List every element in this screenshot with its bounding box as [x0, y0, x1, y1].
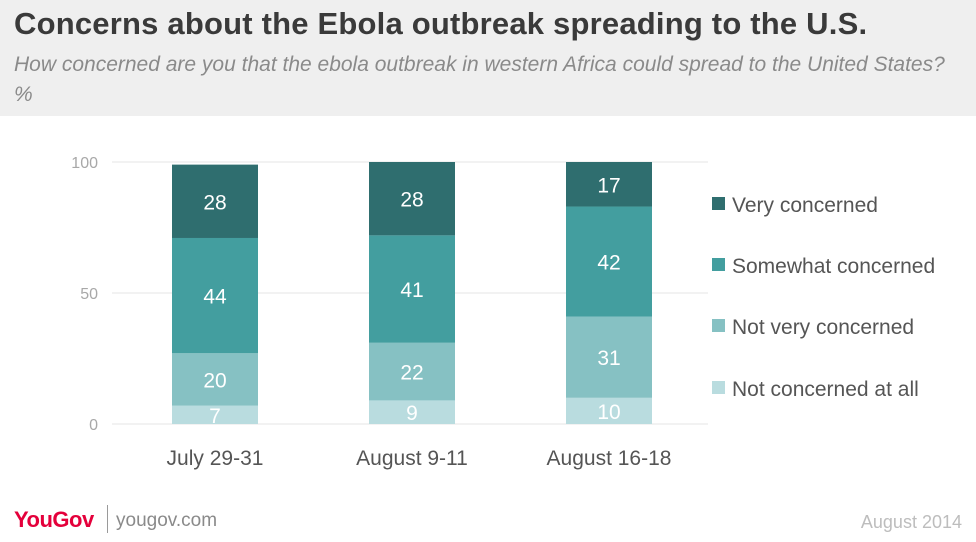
footer-site-link[interactable]: yougov.com	[116, 510, 218, 531]
bar-segment	[566, 397, 652, 424]
data-label: 20	[203, 369, 226, 392]
y-tick-label: 0	[89, 417, 98, 434]
data-label: 42	[597, 252, 620, 275]
y-tick-label: 50	[80, 286, 98, 303]
y-tick-label: 100	[71, 155, 98, 172]
footer-date: August 2014	[860, 512, 962, 532]
bar-segment	[566, 162, 652, 207]
data-label: 7	[209, 405, 221, 428]
x-tick-label: August 16-18	[547, 447, 672, 470]
data-label: 31	[597, 347, 620, 370]
bar-segment	[369, 162, 455, 236]
stacked-bar-chart: 0 50 100 7 20 44 28 July 29-31 9 22 41 28 August 9-1…	[71, 155, 935, 470]
data-label: 28	[203, 191, 226, 214]
legend-label: Not very concerned	[732, 316, 914, 339]
bar-segment	[172, 353, 258, 406]
data-label: 10	[597, 401, 620, 424]
chart-subtitle: How concerned are you that the ebola out…	[14, 53, 945, 106]
bar-segment	[172, 237, 258, 354]
x-tick-label: July 29-31	[167, 447, 264, 470]
bar-segment	[566, 316, 652, 398]
x-tick-label: August 9-11	[356, 447, 468, 470]
chart-header: Concerns about the Ebola outbreak spread…	[0, 0, 976, 116]
bar-segment	[172, 405, 258, 424]
legend-label: Very concerned	[732, 194, 878, 217]
data-label: 9	[406, 402, 418, 425]
yougov-logo: YouGov	[14, 507, 94, 532]
footer-divider	[107, 505, 108, 533]
chart-title: Concerns about the Ebola outbreak spread…	[14, 6, 868, 41]
bar-segment	[369, 235, 455, 343]
data-label: 41	[400, 279, 423, 302]
legend-swatch	[712, 319, 725, 332]
bar-segment	[566, 206, 652, 317]
data-label: 28	[400, 189, 423, 212]
legend-swatch	[712, 197, 725, 210]
legend-label: Somewhat concerned	[732, 255, 935, 278]
data-label: 44	[203, 286, 227, 309]
legend-label: Not concerned at all	[732, 378, 919, 401]
bar-segment	[369, 400, 455, 424]
bar-segment	[369, 342, 455, 401]
legend-swatch	[712, 258, 725, 271]
data-label: 22	[400, 362, 423, 385]
bar-segment	[172, 164, 258, 238]
data-label: 17	[597, 174, 620, 197]
legend-swatch	[712, 381, 725, 394]
